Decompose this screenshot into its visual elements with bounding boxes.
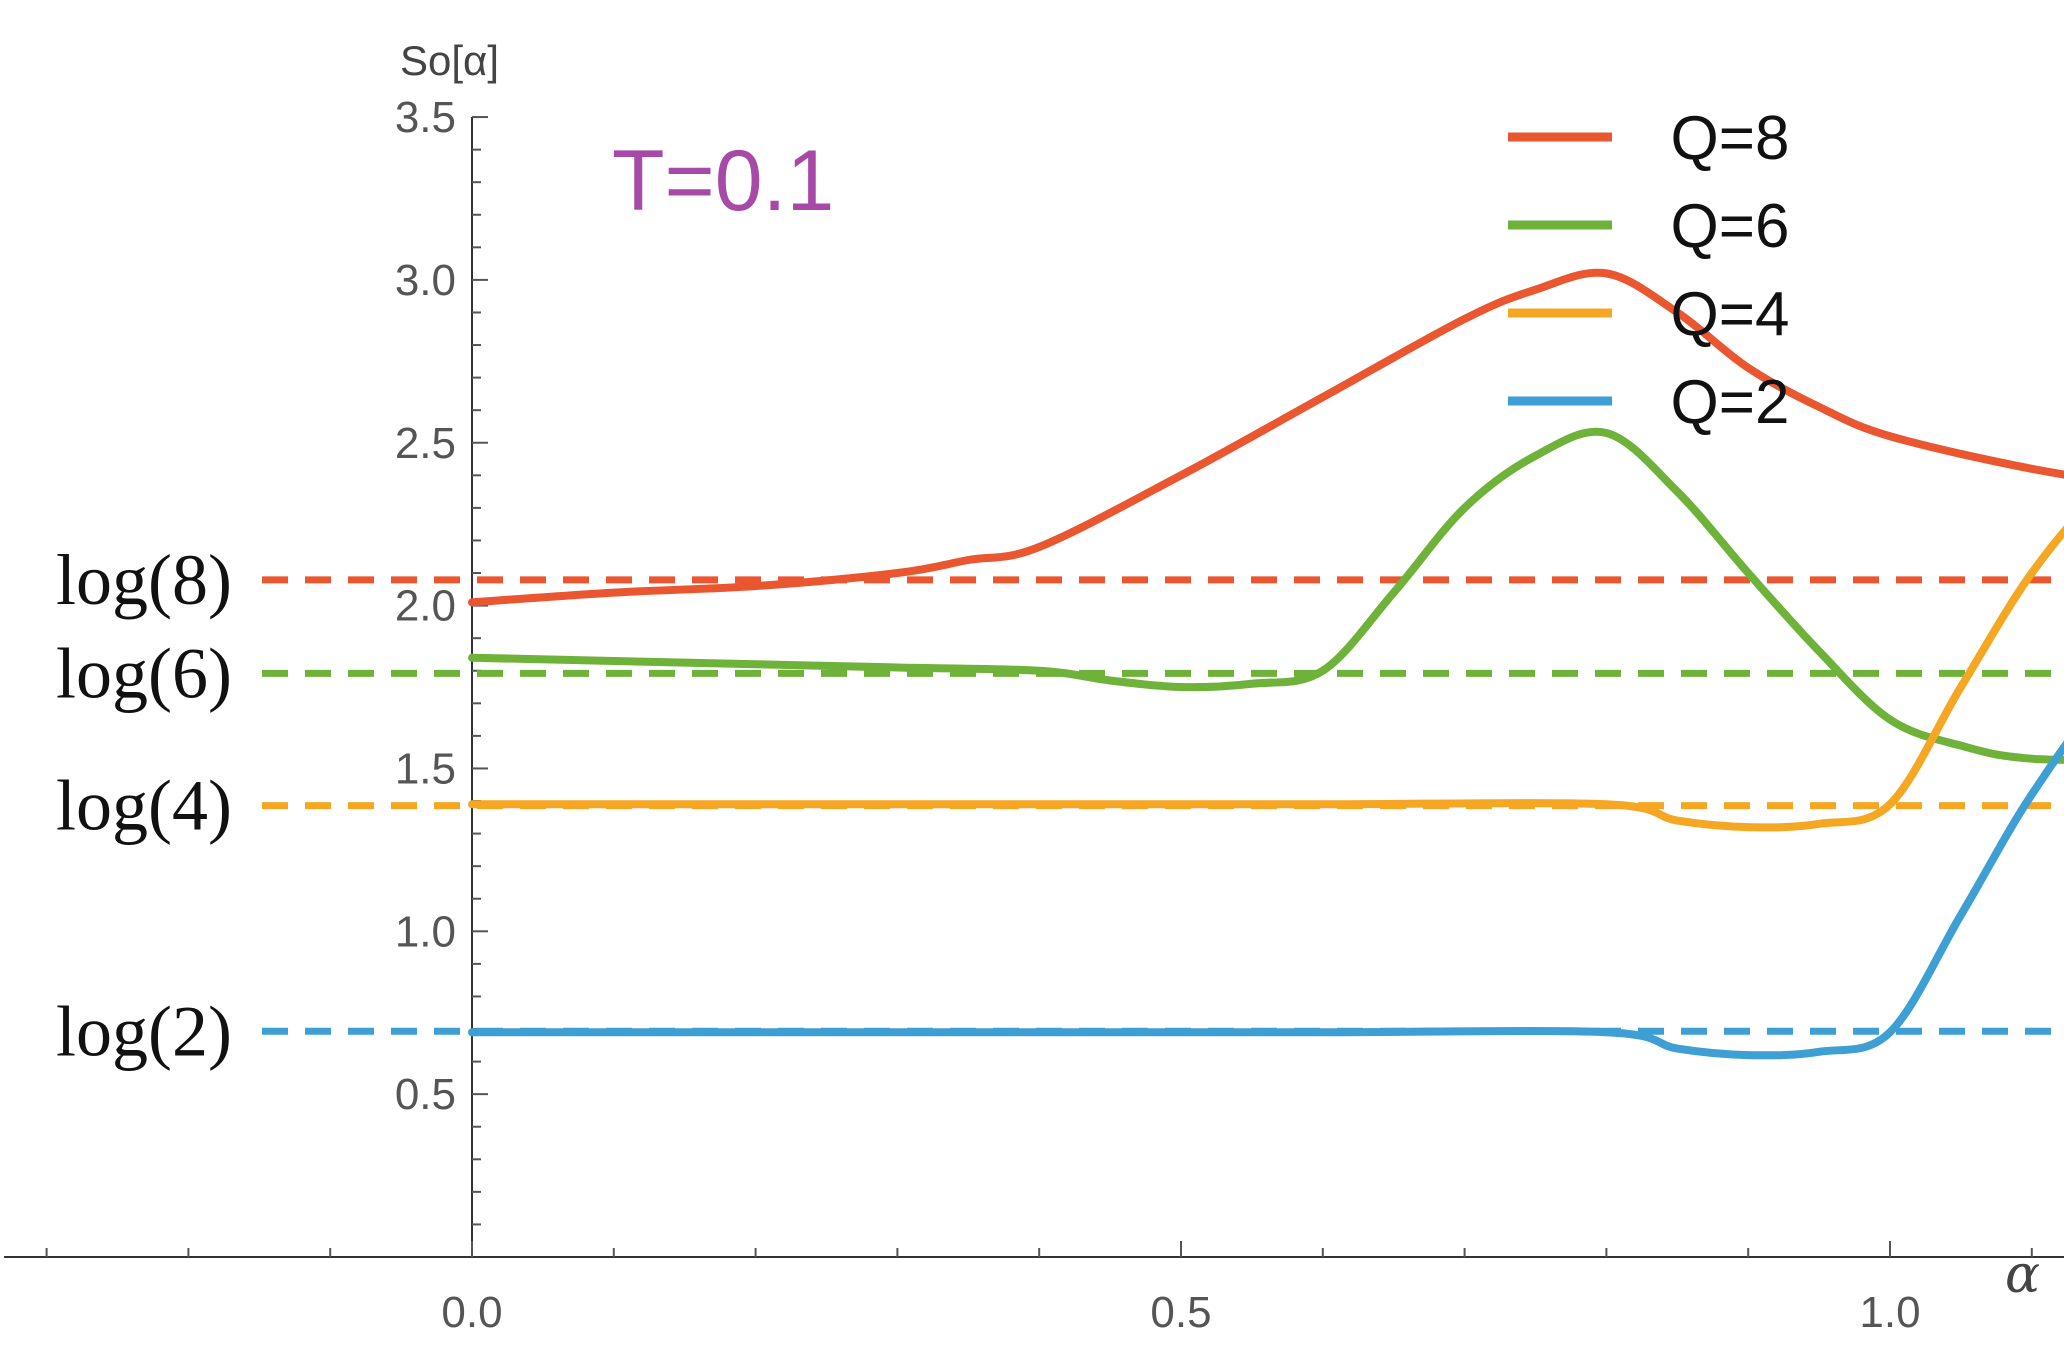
legend: Q=8 Q=6 Q=4 Q=2 <box>1508 104 1789 437</box>
reference-lines <box>262 576 2064 1035</box>
reference-line-label: log(4) <box>56 766 232 846</box>
y-tick-label: 3.5 <box>395 93 456 142</box>
x-tick-label: 0.5 <box>1150 1288 1211 1337</box>
y-tick-label: 2.0 <box>395 582 456 631</box>
legend-label: Q=2 <box>1671 368 1790 437</box>
y-tick-label: 3.0 <box>395 256 456 305</box>
series-lines <box>468 268 2064 1060</box>
y-tick-label: 2.5 <box>395 419 456 468</box>
series-line <box>468 268 2064 607</box>
legend-label: Q=6 <box>1671 192 1790 261</box>
y-tick-label: 0.5 <box>395 1070 456 1119</box>
x-axis-title: α <box>2005 1245 2040 1305</box>
x-tick-label: 0.0 <box>441 1288 502 1337</box>
x-tick-label: 1.0 <box>1859 1288 1920 1337</box>
y-tick-label: 1.5 <box>395 744 456 793</box>
reference-line-label: log(6) <box>56 633 232 713</box>
y-tick-label: 1.0 <box>395 907 456 956</box>
reference-line-label: log(2) <box>56 991 232 1071</box>
series-line <box>468 740 2064 1060</box>
reference-line-label: log(8) <box>56 540 232 620</box>
series-line <box>468 427 2064 764</box>
y-axis-title: So[α] <box>400 37 499 84</box>
legend-label: Q=8 <box>1671 104 1790 173</box>
temperature-annotation: T=0.1 <box>612 133 834 229</box>
series-line <box>468 525 2064 832</box>
labels-layer: 0.00.51.01.52.00.51.01.52.02.53.03.5log(… <box>56 93 1921 1337</box>
legend-label: Q=4 <box>1671 280 1790 349</box>
